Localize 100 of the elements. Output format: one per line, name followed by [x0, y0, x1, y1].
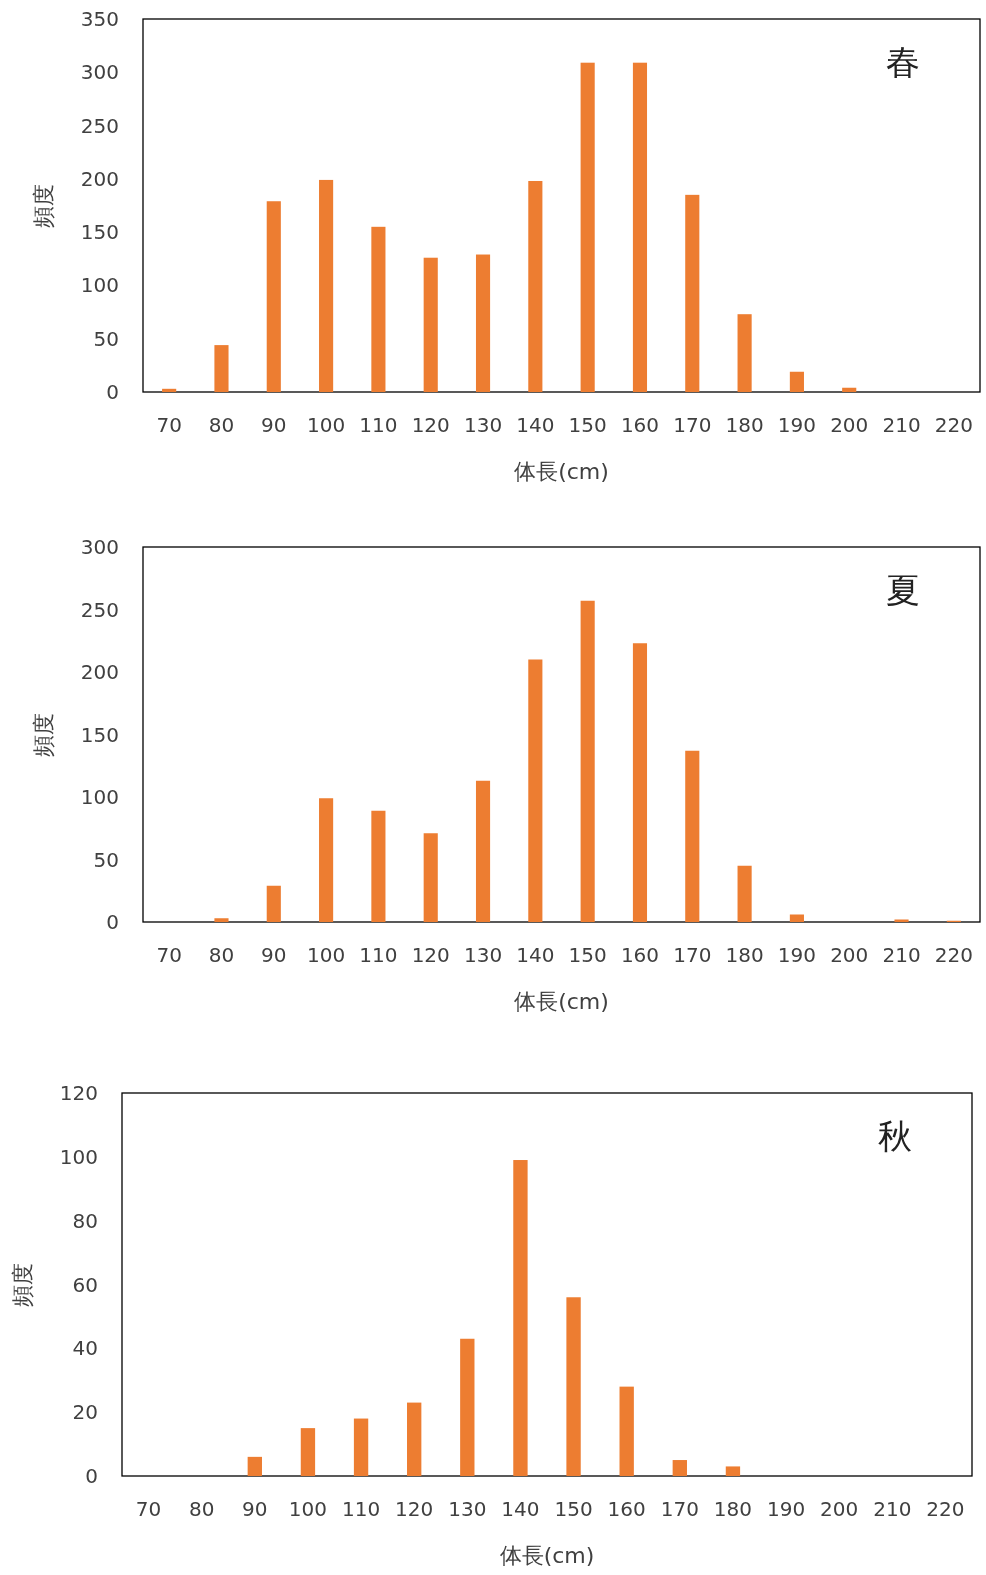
- bar: [685, 194, 700, 392]
- x-tick-label: 90: [261, 943, 287, 967]
- x-tick-label: 110: [341, 1497, 381, 1521]
- y-tick-label: 0: [85, 1464, 98, 1488]
- x-tick-label: 220: [926, 1497, 965, 1521]
- bar: [789, 914, 804, 922]
- bar: [214, 918, 229, 922]
- x-tick-label: 200: [830, 413, 869, 437]
- bar: [423, 833, 438, 922]
- x-tick-label: 150: [568, 413, 607, 437]
- y-tick-label: 50: [93, 326, 119, 351]
- x-tick-label: 160: [620, 943, 660, 967]
- text: 春: [886, 42, 920, 82]
- y-tick-label: 150: [80, 722, 119, 747]
- y-tick-label: 300: [80, 60, 119, 85]
- x-tick-label: 140: [516, 943, 555, 967]
- x-tick-label: 170: [673, 413, 712, 437]
- x-tick-label: 210: [882, 413, 921, 437]
- x-tick-label: 180: [725, 943, 764, 967]
- x-tick-label: 220: [934, 943, 973, 967]
- x-tick-label: 220: [934, 413, 973, 437]
- x-tick-label: 140: [501, 1497, 540, 1521]
- x-tick-label: 210: [873, 1497, 912, 1521]
- y-tick-label: 350: [80, 7, 119, 31]
- y-tick-label: 80: [72, 1208, 98, 1233]
- y-tick-label: 200: [80, 660, 119, 684]
- x-tick-label: 170: [673, 943, 712, 967]
- y-tick-label: 60: [72, 1272, 98, 1297]
- x-tick-label: 190: [777, 413, 816, 437]
- bar: [737, 314, 752, 392]
- y-axis-title: 頻度: [31, 183, 56, 228]
- bar: [475, 780, 491, 922]
- bar: [632, 62, 648, 392]
- bar: [371, 810, 386, 922]
- bar: [672, 1460, 687, 1476]
- x-tick-label: 100: [307, 413, 346, 437]
- x-tick-label: 150: [554, 1497, 593, 1521]
- y-tick-label: 120: [59, 1081, 98, 1105]
- x-tick-label: 80: [208, 413, 235, 437]
- bar: [513, 1160, 528, 1477]
- y-axis-title: 頻度: [31, 712, 56, 757]
- y-axis-title: 頻度: [10, 1262, 35, 1307]
- x-tick-label: 90: [261, 413, 287, 437]
- bar: [528, 180, 543, 392]
- x-tick-label: 160: [607, 1497, 646, 1521]
- bar: [737, 865, 752, 922]
- x-tick-label: 110: [359, 413, 398, 437]
- bar: [319, 179, 334, 392]
- x-axis-title: 体長(cm): [514, 459, 609, 484]
- x-tick-label: 200: [830, 943, 869, 967]
- bar: [423, 257, 438, 392]
- x-tick-label: 80: [188, 1497, 215, 1521]
- x-tick-label: 180: [725, 413, 764, 437]
- bar: [162, 388, 177, 392]
- x-tick-label: 180: [713, 1497, 753, 1521]
- y-tick-label: 20: [72, 1400, 98, 1425]
- y-tick-label: 200: [80, 166, 119, 191]
- x-tick-label: 140: [516, 413, 555, 437]
- x-tick-label: 120: [411, 413, 450, 437]
- x-tick-label: 130: [448, 1497, 487, 1521]
- text: 秋: [878, 1116, 912, 1156]
- x-tick-label: 160: [620, 413, 660, 437]
- y-tick-label: 0: [106, 910, 119, 934]
- bar: [475, 254, 491, 392]
- bar: [725, 1466, 741, 1477]
- y-tick-label: 100: [80, 785, 119, 809]
- x-axis-title: 体長(cm): [499, 1543, 595, 1568]
- bar: [842, 387, 857, 392]
- y-tick-label: 100: [59, 1144, 98, 1169]
- x-tick-label: 110: [359, 943, 398, 967]
- y-tick-label: 300: [80, 535, 119, 559]
- x-axis-title: 体長(cm): [514, 989, 609, 1014]
- x-tick-label: 70: [135, 1497, 162, 1521]
- x-tick-label: 120: [411, 943, 450, 967]
- y-tick-label: 150: [80, 220, 119, 245]
- bar: [580, 600, 595, 922]
- x-tick-label: 70: [156, 943, 182, 967]
- y-tick-label: 40: [72, 1336, 98, 1361]
- bar: [371, 226, 386, 392]
- bar: [528, 659, 543, 922]
- bar: [789, 371, 804, 392]
- x-tick-label: 100: [288, 1497, 328, 1521]
- text: 夏: [886, 570, 920, 610]
- bar: [353, 1418, 369, 1476]
- x-tick-label: 130: [463, 413, 503, 437]
- bar: [632, 643, 648, 922]
- y-tick-label: 250: [80, 597, 119, 622]
- x-tick-label: 90: [242, 1497, 268, 1521]
- x-tick-label: 170: [660, 1497, 699, 1521]
- x-tick-label: 130: [463, 943, 503, 967]
- bar: [319, 798, 334, 922]
- y-tick-label: 50: [93, 847, 119, 872]
- bar: [247, 1456, 262, 1476]
- x-tick-label: 210: [882, 943, 921, 967]
- bar: [566, 1297, 581, 1476]
- x-tick-label: 70: [156, 413, 182, 437]
- bar: [266, 201, 281, 392]
- bar: [580, 62, 595, 392]
- bar: [685, 750, 700, 922]
- bar: [266, 885, 281, 922]
